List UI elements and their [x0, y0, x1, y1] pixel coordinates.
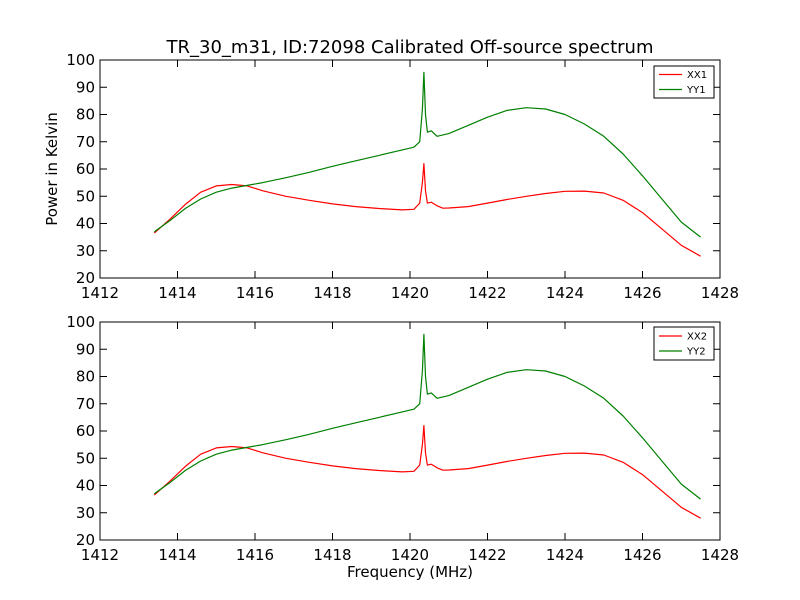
legend-bottom: XX2 YY2: [653, 326, 715, 361]
y-tick-label: 30: [76, 242, 95, 260]
y-tick-label: 60: [76, 160, 95, 178]
y-tick-label: 100: [66, 313, 95, 331]
y-tick-label: 70: [76, 133, 95, 151]
y-tick-label: 70: [76, 395, 95, 413]
y-tick-label: 50: [76, 449, 95, 467]
y-tick-label: 30: [76, 504, 95, 522]
x-tick-label: 1412: [81, 546, 119, 564]
x-tick-label: 1412: [81, 284, 119, 302]
legend-label-yy1: YY1: [686, 85, 706, 96]
y-tick-label: 40: [76, 477, 95, 495]
y-tick-label: 60: [76, 422, 95, 440]
series-line-yy1: [153, 71, 701, 238]
y-tick-label: 80: [76, 368, 95, 386]
x-tick-label: 1418: [313, 284, 351, 302]
series-group-top: [153, 71, 701, 257]
x-tick-label: 1428: [701, 284, 739, 302]
x-tick-label: 1420: [391, 284, 429, 302]
x-tick-label: 1424: [546, 284, 584, 302]
x-tick-label: 1416: [236, 284, 274, 302]
subplot-top: 1412 1414 1416 1418 1420 1422 1424 1426 1428 20 30…: [43, 51, 739, 302]
x-tick-label: 1414: [158, 546, 196, 564]
y-tick-label: 80: [76, 106, 95, 124]
legend-label-xx2: XX2: [687, 332, 707, 343]
x-tick-label: 1418: [313, 546, 351, 564]
axis-ticks-bottom: 1412 1414 1416 1418 1420 1422 1424 1426 1428 20 30…: [66, 313, 739, 564]
x-tick-label: 1426: [623, 546, 661, 564]
plot-frame-top: [99, 59, 721, 279]
x-axis-label: Frequency (MHz): [347, 563, 473, 581]
y-tick-label: 50: [76, 187, 95, 205]
y-tick-label: 100: [66, 51, 95, 69]
axis-ticks-top: 1412 1414 1416 1418 1420 1422 1424 1426 1428 20 30…: [66, 51, 739, 302]
y-tick-label: 20: [76, 531, 95, 549]
legend-top: XX1 YY1: [653, 65, 715, 99]
chart-title: TR_30_m31, ID:72098 Calibrated Off-sourc…: [166, 37, 654, 58]
legend-label-yy2: YY2: [686, 347, 706, 358]
y-tick-label: 40: [76, 215, 95, 233]
x-tick-label: 1422: [468, 546, 506, 564]
x-tick-label: 1420: [391, 546, 429, 564]
plot-frame-bottom: [99, 321, 721, 541]
subplot-bottom: 1412 1414 1416 1418 1420 1422 1424 1426 1428 20 30…: [66, 313, 739, 581]
y-axis-label-top: Power in Kelvin: [43, 112, 61, 226]
x-tick-label: 1422: [468, 284, 506, 302]
y-tick-label: 90: [76, 78, 95, 96]
series-line-yy2: [153, 333, 701, 500]
x-tick-label: 1414: [158, 284, 196, 302]
legend-box-bottom: [653, 326, 715, 361]
y-tick-label: 20: [76, 269, 95, 287]
x-tick-label: 1426: [623, 284, 661, 302]
legend-box-top: [653, 65, 715, 99]
series-group-bottom: [153, 333, 701, 519]
x-tick-label: 1428: [701, 546, 739, 564]
x-tick-label: 1424: [546, 546, 584, 564]
legend-label-xx1: XX1: [687, 70, 707, 81]
x-tick-label: 1416: [236, 546, 274, 564]
y-tick-label: 90: [76, 340, 95, 358]
